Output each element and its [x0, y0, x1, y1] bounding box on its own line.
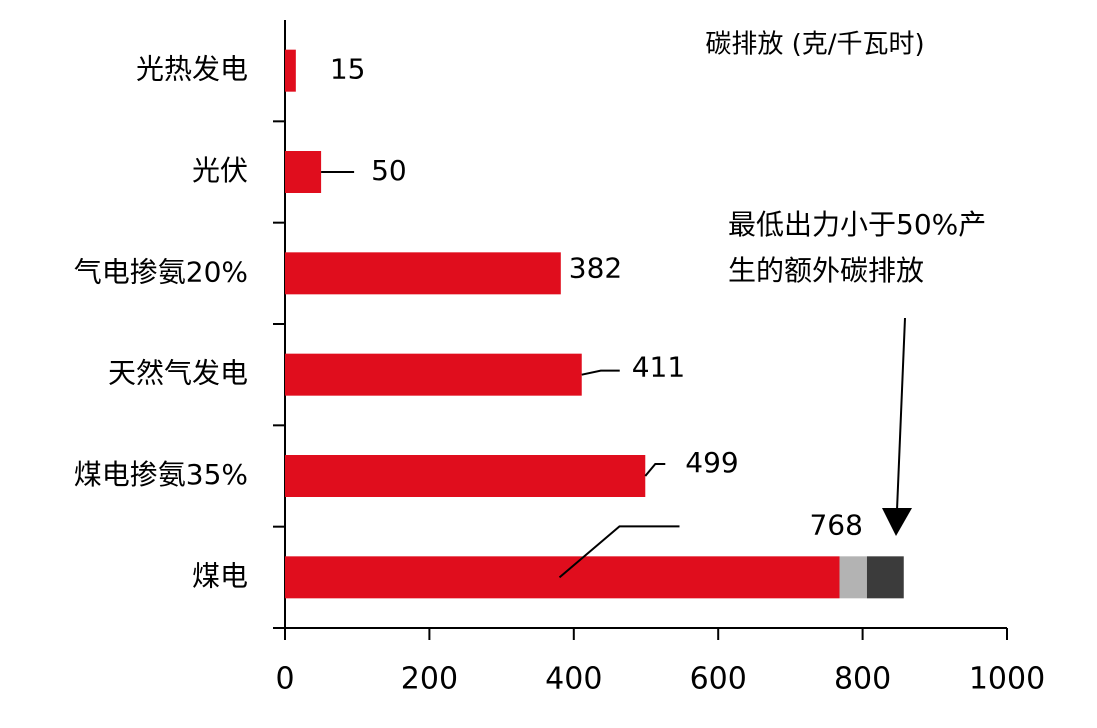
bar: [285, 556, 840, 599]
y-tick-label: 天然气发电: [108, 357, 248, 390]
value-label: 411: [632, 351, 685, 384]
value-label: 499: [685, 446, 738, 479]
annotation: 最低出力小于50%产: [728, 208, 986, 241]
x-tick-label: 0: [275, 662, 294, 697]
y-tick-label: 煤电: [192, 559, 248, 592]
annotation: 生的额外碳排放: [728, 254, 924, 287]
y-tick-label: 煤电掺氨35%: [74, 458, 248, 491]
value-label: 15: [330, 53, 366, 86]
leader-line: [581, 369, 620, 376]
y-tick-label: 光伏: [192, 154, 248, 187]
x-tick-label: 400: [545, 662, 602, 697]
x-tick-label: 800: [834, 662, 891, 697]
value-label: 50: [371, 154, 407, 187]
x-tick-label: 200: [401, 662, 458, 697]
axis-title: 碳排放 (克/千瓦时): [705, 30, 924, 60]
x-tick-label: 600: [690, 662, 747, 697]
value-label: 382: [569, 251, 622, 284]
y-tick-label: 光热发电: [136, 53, 248, 86]
y-tick-label: 气电掺氨20%: [74, 255, 248, 288]
bar: [285, 151, 322, 193]
bar: [285, 455, 646, 497]
value-label: 768: [809, 508, 862, 541]
bar: [839, 556, 867, 599]
leader-line: [558, 525, 680, 579]
arrow-head: [882, 508, 912, 536]
bar: [866, 556, 904, 599]
x-tick-label: 1000: [969, 662, 1045, 697]
leader-line: [644, 463, 666, 477]
bar: [285, 252, 561, 295]
bar: [285, 353, 582, 396]
bar: [285, 49, 296, 92]
annotation-arrow: [896, 317, 906, 511]
